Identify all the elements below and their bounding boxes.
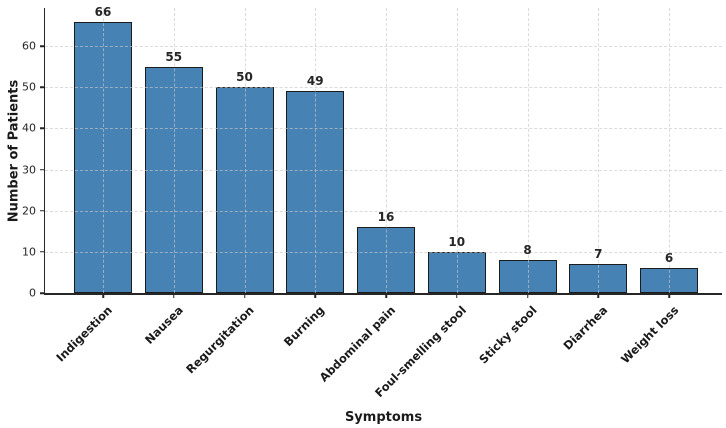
x-tick-mark: [173, 293, 175, 298]
y-tick-mark: [40, 45, 45, 47]
bar: [427, 251, 486, 293]
bar: [286, 91, 345, 293]
y-tick-label: 60: [22, 39, 36, 53]
bar: [357, 227, 415, 293]
x-tick-mark: [526, 293, 529, 298]
y-tick-label: 40: [22, 121, 36, 135]
plot-area: 66 Indigestion 55 Nausea 50 Regurgitation 49 Bu…: [22, 4, 722, 400]
x-tick-label: Sticky stool: [475, 303, 540, 367]
y-tick-mark: [40, 292, 45, 294]
y-tick-mark: [40, 209, 45, 212]
bar-value-label: 50: [236, 70, 253, 85]
x-tick-mark: [597, 293, 599, 298]
bar-value-label: 8: [523, 243, 532, 258]
y-tick-label: 0: [29, 286, 36, 300]
bar: [144, 66, 203, 293]
x-tick-label: Abdominal pain: [316, 303, 398, 385]
bar: [569, 264, 628, 293]
x-axis-title: Symptoms: [344, 410, 423, 425]
x-tick-mark: [102, 293, 104, 298]
y-tick-label: 10: [22, 245, 36, 259]
x-tick-label: Regurgitation: [183, 303, 257, 377]
bar-value-label: 49: [306, 74, 324, 89]
bar-value-label: 55: [165, 49, 183, 64]
y-tick-mark: [40, 251, 45, 253]
grid-line-horizontal: [45, 46, 722, 48]
x-axis-spine: [43, 293, 722, 295]
bar-value-label: 7: [594, 247, 603, 262]
x-tick-mark: [243, 293, 246, 298]
grid-line-vertical: [456, 8, 458, 293]
y-tick-mark: [40, 168, 45, 171]
x-tick-label: Weight loss: [617, 303, 681, 367]
y-tick-label: 30: [22, 163, 36, 177]
bar: [215, 87, 274, 293]
x-tick-mark: [668, 293, 670, 298]
bar: [640, 268, 698, 293]
bar-value-label: 66: [94, 4, 112, 19]
bar: [74, 21, 132, 293]
bar-value-label: 16: [377, 210, 395, 225]
y-tick-mark: [40, 127, 45, 130]
x-tick-mark: [314, 293, 316, 298]
x-tick-mark: [385, 293, 387, 298]
x-tick-label: Nausea: [141, 303, 186, 347]
y-tick-label: 50: [22, 80, 36, 94]
bar-value-label: 10: [448, 234, 466, 249]
bar-value-label: 6: [664, 251, 674, 266]
x-tick-label: Burning: [281, 303, 328, 350]
x-tick-label: Diarrhea: [560, 303, 611, 353]
y-axis-title: Number of Patients: [6, 79, 22, 222]
x-tick-mark: [456, 293, 458, 298]
x-tick-label: Indigestion: [53, 303, 115, 365]
y-tick-mark: [40, 86, 45, 89]
grid-line-vertical: [669, 8, 670, 293]
bar: [498, 260, 557, 293]
y-tick-label: 20: [22, 204, 36, 218]
y-axis-spine: [43, 8, 45, 295]
